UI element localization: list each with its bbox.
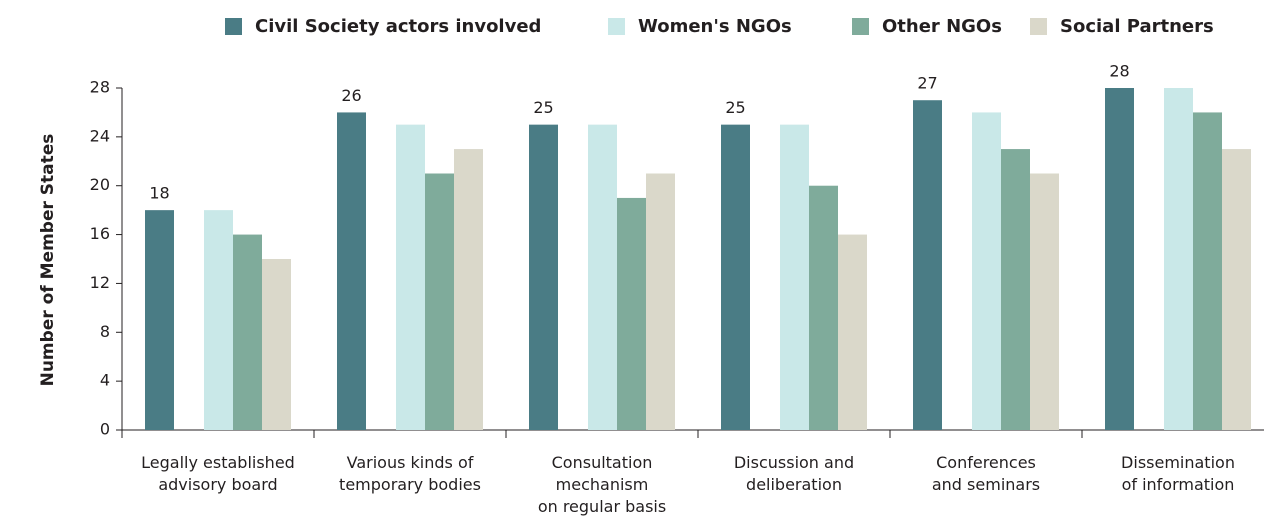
x-tick-label: Conferences and seminars — [931, 453, 1041, 494]
legend-swatch — [1030, 18, 1047, 35]
y-tick-label: 16 — [90, 224, 110, 243]
y-tick-label: 28 — [90, 78, 110, 97]
y-tick-label: 8 — [100, 322, 110, 341]
legend-label: Civil Society actors involved — [255, 16, 541, 37]
x-tick-label: Discussion and deliberation — [733, 453, 855, 494]
bar — [972, 112, 1001, 430]
bar — [1030, 173, 1059, 430]
bar — [425, 173, 454, 430]
y-tick-label: 0 — [100, 420, 110, 439]
data-label: 25 — [533, 98, 553, 117]
bar — [721, 124, 750, 431]
bar — [204, 210, 233, 430]
data-label: 25 — [725, 98, 745, 117]
bar — [262, 259, 291, 430]
bar — [1105, 88, 1134, 430]
y-axis-title: Number of Member States — [38, 134, 58, 387]
x-tick-label: Various kinds of temporary bodies — [339, 453, 481, 494]
legend-label: Women's NGOs — [638, 16, 792, 37]
legend-swatch — [225, 18, 242, 35]
x-tick-label: Legally established advisory board — [141, 453, 295, 494]
x-tick-label: Consultation mechanism on regular basis — [537, 453, 667, 516]
bar — [809, 185, 838, 430]
bar — [1001, 149, 1030, 431]
y-tick-label: 20 — [90, 175, 110, 194]
y-tick-label: 4 — [100, 371, 110, 390]
bar — [145, 210, 174, 430]
bar — [233, 234, 262, 430]
bar — [646, 173, 675, 430]
legend-swatch — [608, 18, 625, 35]
bar — [780, 124, 809, 431]
bar — [1222, 149, 1251, 431]
bar — [529, 124, 558, 431]
data-label: 27 — [917, 74, 937, 93]
data-label: 26 — [341, 86, 361, 105]
bar — [396, 124, 425, 431]
legend-label: Social Partners — [1060, 16, 1214, 37]
bar — [337, 112, 366, 430]
bar — [588, 124, 617, 431]
bar — [1193, 112, 1222, 430]
bar — [1164, 88, 1193, 430]
legend-swatch — [852, 18, 869, 35]
bar — [913, 100, 942, 430]
bar — [838, 234, 867, 430]
legend-label: Other NGOs — [882, 16, 1002, 37]
bar — [454, 149, 483, 431]
y-tick-label: 12 — [90, 273, 110, 292]
data-label: 28 — [1109, 62, 1129, 81]
data-label: 18 — [149, 184, 169, 203]
y-tick-label: 24 — [90, 126, 110, 145]
bar — [617, 197, 646, 430]
x-tick-label: Dissemination of information — [1121, 453, 1235, 494]
